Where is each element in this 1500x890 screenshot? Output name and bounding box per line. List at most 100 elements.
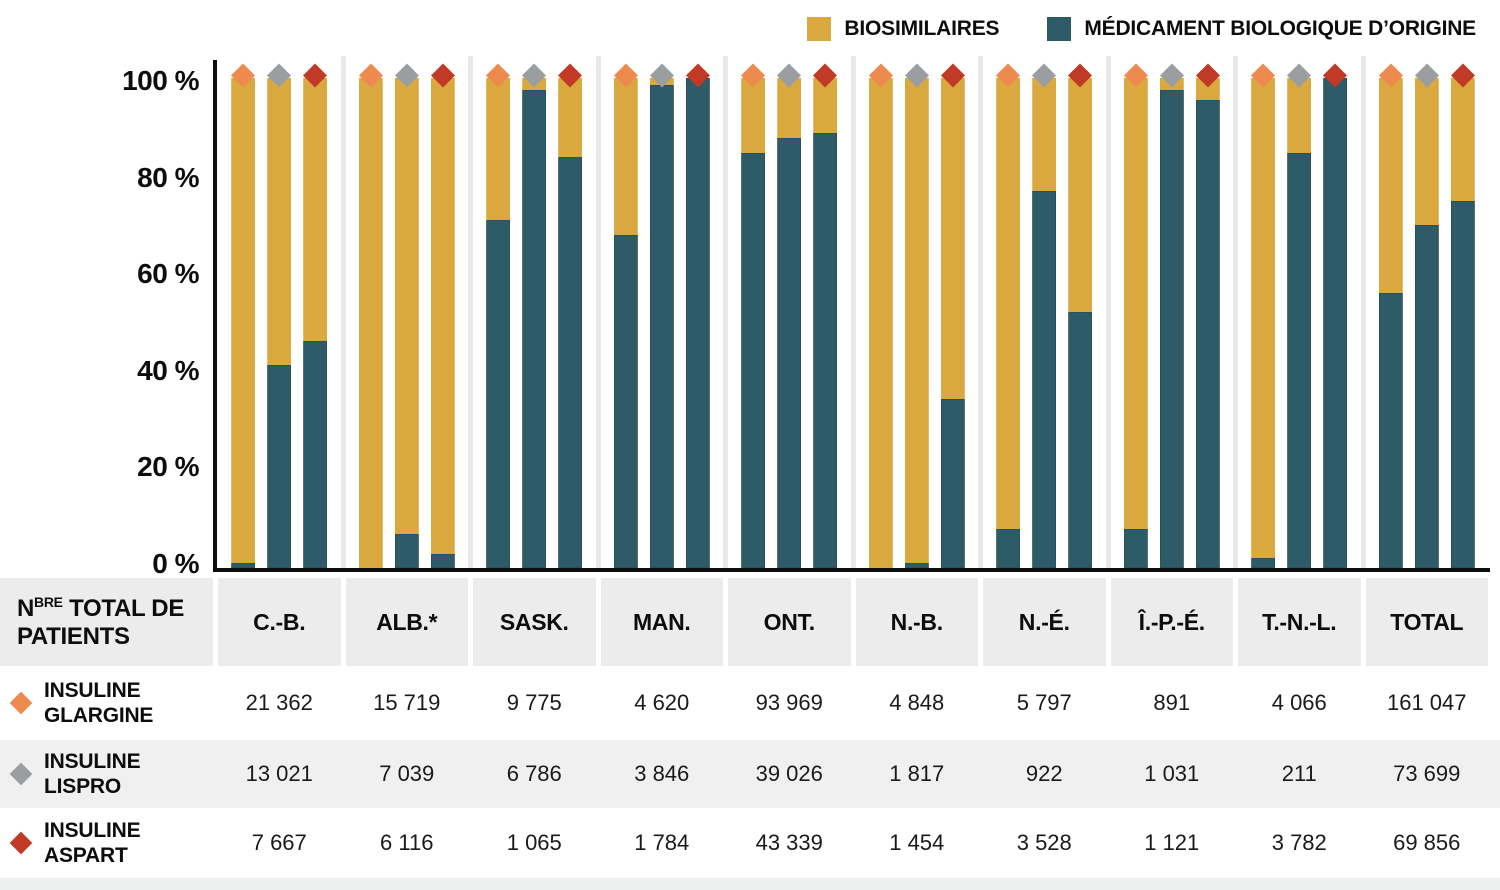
value-cell: 891 [1153,690,1191,715]
stacked-bar [303,78,328,568]
bar-slot [904,48,929,568]
bar-group-7 [978,48,1106,568]
row-label: INSULINE ASPART [44,818,141,867]
bar-slot [358,48,383,568]
value-cell: 21 362 [245,690,313,715]
value-cell: 6 786 [506,761,562,786]
origine-segment [1032,191,1057,568]
row-label-cell: INSULINE GLARGINE [0,666,213,740]
stacked-bar [430,78,455,568]
bar-group-1 [218,48,341,568]
biosimilaires-swatch-icon [807,17,832,41]
row-label-cell: INSULINE LISPRO [0,740,213,808]
bar-slot [1251,48,1276,568]
bar-slot [267,48,292,568]
bar-slot [1068,48,1093,568]
origine-segment [1123,529,1148,568]
origine-segment [1251,558,1276,568]
y-axis-line [213,60,217,568]
stacked-bar [558,78,583,568]
stacked-bar [1123,78,1148,568]
value-cell: 7 039 [379,761,435,786]
origine-segment [1159,89,1184,568]
value-cell: 4 620 [634,690,690,715]
bar-slot [1287,48,1312,568]
stacked-bar [358,78,383,568]
bar-slot [1032,48,1057,568]
column-header: Î.-P.-É. [1110,578,1233,666]
origine-segment [904,563,929,568]
chart-legend: BIOSIMILAIRES MÉDICAMENT BIOLOGIQUE D’OR… [0,0,1500,48]
stacked-bar [1378,78,1403,568]
insulin-glargine-marker-icon [9,691,33,715]
value-cell: 43 339 [755,830,823,855]
bar-group-4 [595,48,724,568]
stacked-bar [1068,78,1093,568]
table-row: INSULINE ASPART 7 667 6 116 1 065 1 784 43 33… [0,808,1500,878]
patients-total-label: NBRE TOTAL DE PATIENTS [17,593,185,650]
row-label: INSULINE LISPRO [44,749,141,798]
stacked-bar [685,78,710,568]
bar-group-5 [723,48,851,568]
value-cell: 4 066 [1271,690,1327,715]
value-cell: 6 116 [380,830,434,855]
stacked-bar [940,78,965,568]
column-header: C.-B. [218,578,341,666]
value-cell: 1 454 [889,830,945,855]
value-cell: 1 121 [1144,830,1200,855]
x-axis-line [213,568,1490,572]
stacked-bar [522,78,547,568]
value-cell: 69 856 [1393,830,1461,855]
value-cell: 7 667 [251,830,307,855]
legend-item-origine: MÉDICAMENT BIOLOGIQUE D’ORIGINE [1047,17,1476,41]
origine-segment [394,534,419,568]
bar-slot [868,48,893,568]
bar-slot [1323,48,1348,568]
bar-slot [649,48,674,568]
bar-group-8 [1105,48,1234,568]
value-cell: 161 047 [1386,690,1467,715]
origine-segment [813,133,838,568]
stacked-bar [394,78,419,568]
origine-segment [430,553,455,568]
origine-segment [613,234,638,568]
row-label: INSULINE GLARGINE [44,678,154,727]
table-header-row: NBRE TOTAL DE PATIENTS C.-B. ALB.* SASK. MA… [0,572,1500,666]
origine-segment [1450,200,1475,568]
origine-segment [486,220,511,568]
value-cell: 1 065 [506,830,562,855]
bar-slot [522,48,547,568]
y-axis-tick: 80 % [137,161,199,193]
origine-segment [267,365,292,568]
bar-slot [231,48,256,568]
bar-group-10 [1360,48,1489,568]
stacked-bar [777,78,802,568]
bar-slot [813,48,838,568]
stacked-bar [1195,78,1220,568]
bar-slot [558,48,583,568]
bar-slot [613,48,638,568]
patients-table: NBRE TOTAL DE PATIENTS C.-B. ALB.* SASK. MA… [0,572,1500,878]
y-axis-labels: 100 % 80 % 60 % 40 % 20 % 0 % [0,48,213,578]
chart-grid: 100 % 80 % 60 % 40 % 20 % 0 % [0,48,1500,578]
stacked-bar [1287,78,1312,568]
value-cell: 922 [1025,761,1063,786]
bar-slot [996,48,1021,568]
origine-segment [996,529,1021,568]
value-cell: 9 775 [506,690,562,715]
value-cell: 15 719 [373,690,441,715]
origine-segment [685,78,710,568]
stacked-bar [649,78,674,568]
table-row: INSULINE GLARGINE 21 362 15 719 9 775 4 620 9… [0,666,1500,740]
stacked-bar [1450,78,1475,568]
bar-slot [685,48,710,568]
bar-slot [394,48,419,568]
value-cell: 13 021 [245,761,313,786]
stacked-bar [1159,78,1184,568]
stacked-bar [1414,78,1439,568]
origine-segment [777,138,802,568]
origine-segment [231,563,256,568]
legend-label-origine: MÉDICAMENT BIOLOGIQUE D’ORIGINE [1084,17,1476,40]
legend-label-biosimilaires: BIOSIMILAIRES [844,17,1000,40]
